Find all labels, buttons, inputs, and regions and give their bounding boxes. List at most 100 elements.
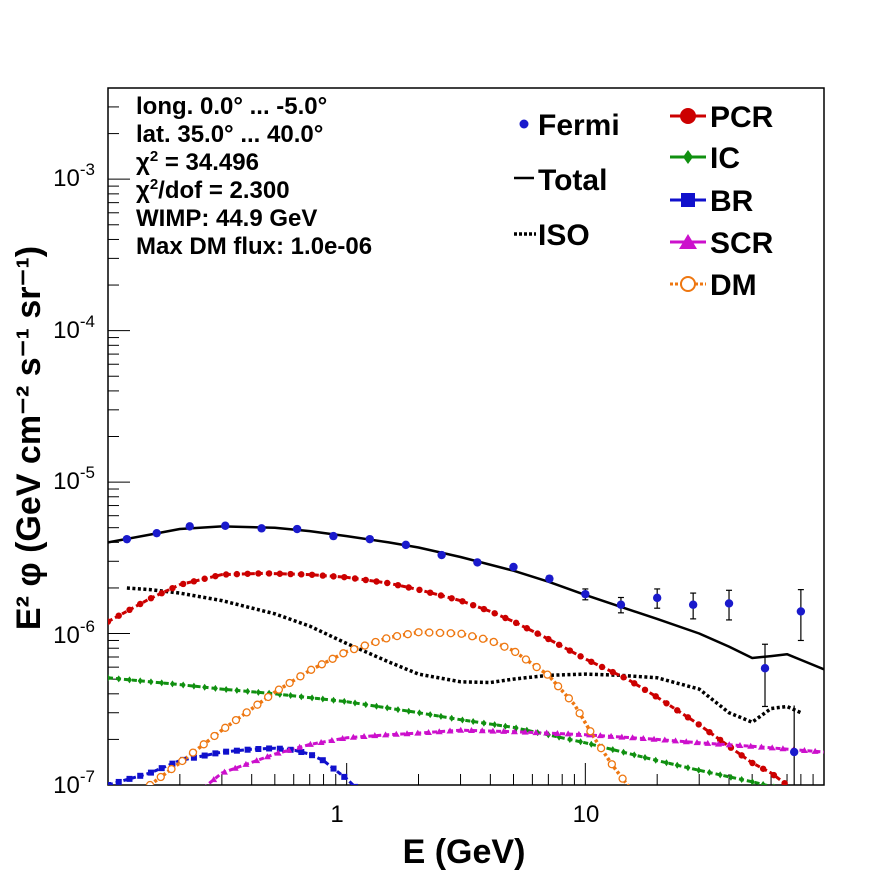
series-scr-marker <box>768 744 776 751</box>
series-pcr-marker <box>770 771 778 779</box>
series-scr-marker <box>543 729 551 736</box>
series-ic-marker <box>255 688 261 696</box>
series-scr-marker <box>220 768 228 775</box>
series-scr-marker <box>382 731 390 738</box>
series-pcr-marker <box>706 728 713 736</box>
series-pcr-marker <box>255 570 262 577</box>
series-scr-marker <box>618 733 626 740</box>
series-pcr-marker <box>179 580 187 588</box>
series-pcr-marker <box>158 590 165 597</box>
y-tick-label: 10-3 <box>53 160 95 192</box>
series-ic-marker <box>395 706 401 714</box>
series-pcr-marker <box>147 595 155 602</box>
legend-label-fermi: Fermi <box>538 109 620 142</box>
fermi-point <box>365 534 374 544</box>
fermi-point <box>401 540 411 550</box>
series-pcr-marker <box>534 630 541 637</box>
series-br-marker <box>169 760 176 767</box>
legend: Fermi Total ISO PCR IC BR SCR <box>514 101 774 302</box>
legend-ic-diamond-icon <box>683 150 693 164</box>
fermi-point <box>221 521 230 530</box>
series-ic-marker <box>588 740 594 748</box>
series-br-marker <box>319 757 326 764</box>
series-scr-marker <box>682 738 690 745</box>
legend-br-square-icon <box>681 193 695 207</box>
series-ic-marker <box>352 699 358 707</box>
series-ic-marker <box>492 721 498 729</box>
series-ic-marker <box>180 681 186 689</box>
series-dm-marker <box>618 774 627 783</box>
series-dm-marker <box>188 748 198 757</box>
fit-info: long. 0.0° ... -5.0° lat. 35.0° ... 40.0… <box>136 93 372 260</box>
series-ic-marker <box>212 684 218 692</box>
series-scr-marker <box>800 747 808 754</box>
series-pcr-marker <box>394 581 402 589</box>
series-ic-marker <box>341 697 347 705</box>
fermi-point <box>292 524 302 534</box>
series-pcr-marker <box>405 584 412 591</box>
series-scr-marker <box>779 745 787 752</box>
fermi-point <box>545 574 554 583</box>
series-dm-marker <box>382 634 391 643</box>
series-dm-marker <box>156 772 165 782</box>
series-dm-marker <box>371 637 380 647</box>
x-tick-label: 1 <box>330 801 343 828</box>
legend-item-pcr: PCR <box>670 101 774 134</box>
legend-label-pcr: PCR <box>710 101 774 134</box>
series-scr-marker <box>285 746 293 753</box>
fermi-point <box>760 664 770 673</box>
series-scr-marker <box>339 735 347 742</box>
series-ic-marker <box>502 722 508 730</box>
fermi-point <box>473 558 482 567</box>
series-pcr-marker <box>641 686 649 694</box>
series-ic-marker <box>202 683 208 691</box>
series-dm-marker <box>231 715 241 725</box>
series-pcr-marker <box>545 635 552 643</box>
series-scr-marker <box>210 776 218 783</box>
series-pcr-marker <box>609 668 616 676</box>
series-ic-marker <box>449 714 455 722</box>
legend-dm-open-circle-icon <box>680 276 696 292</box>
series-ic-marker <box>116 675 122 683</box>
series-pcr-marker <box>126 606 133 614</box>
series-scr-marker <box>202 784 204 785</box>
info-longitude: long. 0.0° ... -5.0° <box>136 93 327 120</box>
series-pcr-marker <box>577 653 584 660</box>
series-pcr-marker <box>416 586 423 594</box>
series-pcr-marker <box>631 680 638 687</box>
legend-item-fermi: Fermi <box>519 109 620 142</box>
series-scr-marker <box>360 732 368 739</box>
series-dm-marker <box>199 740 208 749</box>
series-pcr-marker <box>427 589 434 596</box>
series-ic-marker <box>223 685 229 693</box>
series-br-marker <box>309 752 316 759</box>
legend-item-iso: ISO <box>514 219 590 252</box>
x-axis-title: E (GeV) <box>403 833 526 871</box>
series-scr-marker <box>736 742 744 749</box>
series-ic-marker <box>749 778 755 785</box>
legend-label-br: BR <box>710 185 754 218</box>
series-dm-marker <box>511 647 520 657</box>
series-dm-marker <box>221 723 230 732</box>
series-pcr-marker <box>759 765 767 772</box>
series-dm-marker <box>543 670 552 679</box>
series-ic-marker <box>126 676 132 684</box>
series-br-marker <box>298 748 305 755</box>
series-scr-marker <box>414 729 422 736</box>
series-scr-marker <box>596 732 604 739</box>
fermi-point <box>152 528 161 538</box>
legend-label-scr: SCR <box>710 227 774 260</box>
series-ic-marker <box>696 766 702 774</box>
y-tick-label: 10-7 <box>53 767 95 799</box>
series-ic-marker <box>331 696 337 704</box>
series-dm-marker <box>306 665 316 674</box>
series-br-marker <box>352 783 359 785</box>
series-dm-marker <box>446 629 455 638</box>
series-scr-marker <box>489 727 497 734</box>
series-ic-marker <box>610 746 616 754</box>
series-pcr-marker <box>330 573 337 580</box>
series-ic-marker <box>148 678 154 686</box>
series-dm-marker <box>532 662 541 672</box>
series-pcr-marker <box>674 707 681 714</box>
